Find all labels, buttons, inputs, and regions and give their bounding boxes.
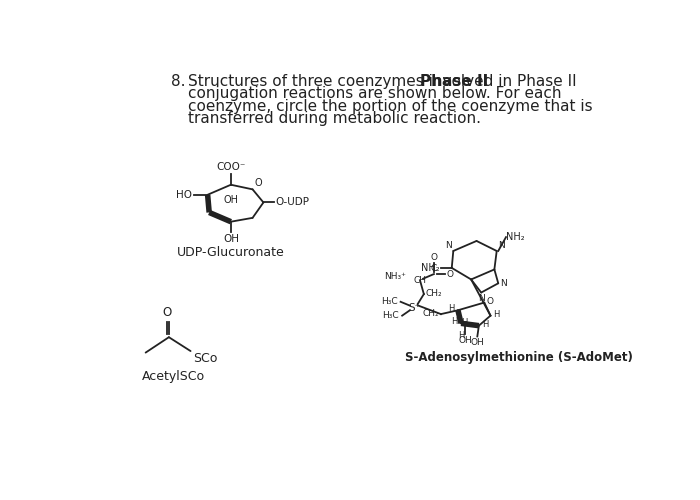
Text: H₃C: H₃C [382, 311, 399, 320]
Text: O: O [430, 252, 438, 262]
Text: H: H [458, 331, 464, 340]
Text: SCo: SCo [193, 352, 217, 365]
Text: AcetylSCo: AcetylSCo [141, 370, 205, 382]
Text: H: H [449, 304, 455, 313]
Text: OH: OH [458, 336, 472, 344]
Text: H: H [482, 320, 489, 328]
Text: OH: OH [470, 338, 484, 347]
Text: S-Adenosylmethionine (S-AdoMet): S-Adenosylmethionine (S-AdoMet) [405, 351, 633, 364]
Text: NH₃⁺: NH₃⁺ [384, 272, 406, 281]
Text: NH₂: NH₂ [506, 232, 524, 242]
Text: OH: OH [223, 234, 239, 244]
Text: O: O [255, 178, 262, 188]
Text: conjugation reactions are shown below. For each: conjugation reactions are shown below. F… [188, 86, 561, 101]
Text: 8.: 8. [172, 74, 186, 89]
Text: OH: OH [223, 195, 238, 205]
Text: HO: HO [176, 190, 192, 200]
Text: CH₂: CH₂ [423, 309, 440, 318]
Text: O: O [162, 306, 172, 320]
Text: CH₂: CH₂ [426, 289, 442, 298]
Text: N: N [478, 294, 484, 303]
Text: H: H [461, 318, 468, 327]
Text: H: H [452, 318, 458, 326]
Text: transferred during metabolic reaction.: transferred during metabolic reaction. [188, 111, 482, 126]
Text: N: N [445, 241, 452, 250]
Text: O-UDP: O-UDP [276, 198, 310, 207]
Text: Phase II: Phase II [420, 74, 488, 89]
Text: O: O [447, 270, 454, 278]
Text: UDP-Glucuronate: UDP-Glucuronate [177, 246, 285, 260]
Text: O: O [486, 298, 493, 306]
Text: H₃C: H₃C [381, 298, 398, 306]
Text: H: H [494, 310, 500, 318]
Text: C: C [430, 264, 437, 274]
Text: coenzyme, circle the portion of the coenzyme that is: coenzyme, circle the portion of the coen… [188, 98, 593, 114]
Text: NH₂: NH₂ [421, 263, 440, 273]
Text: COO⁻: COO⁻ [216, 162, 246, 172]
Text: N: N [500, 279, 507, 288]
Text: S⁺: S⁺ [409, 303, 421, 313]
Text: N: N [498, 241, 505, 250]
Text: Structures of three coenzymes involved in Phase II: Structures of three coenzymes involved i… [188, 74, 577, 89]
Text: CH: CH [414, 276, 426, 284]
